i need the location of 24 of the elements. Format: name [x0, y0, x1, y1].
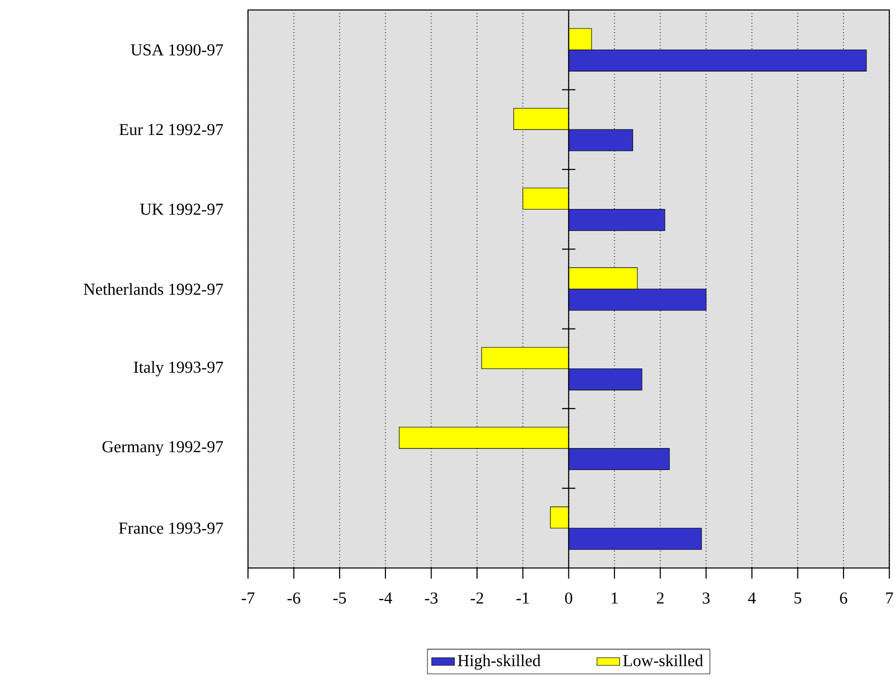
legend-label: Low-skilled: [623, 654, 704, 666]
x-tick-label: 6: [840, 592, 848, 604]
x-tick-label: 2: [656, 592, 664, 604]
y-tick-label: France 1993-97: [118, 522, 224, 534]
x-tick-label: 4: [748, 592, 756, 604]
x-tick-label: -7: [242, 592, 254, 604]
x-tick-label: -2: [470, 592, 484, 604]
x-tick-label: -4: [379, 592, 392, 604]
x-tick-label: 3: [702, 592, 710, 604]
y-tick-label: Netherlands 1992-97: [84, 283, 224, 295]
y-tick-label: Italy 1993-97: [134, 361, 224, 376]
x-tick-label: 1: [612, 592, 618, 604]
y-tick-label: UK 1992-97: [140, 204, 224, 215]
x-tick-label: 0: [565, 592, 572, 604]
y-tick-label: USA 1990-97: [130, 44, 224, 56]
x-tick-label: -5: [333, 592, 346, 604]
y-tick-label: Germany 1992-97: [102, 441, 224, 456]
x-tick-label: -6: [287, 592, 300, 604]
legend-label: High-skilled: [458, 654, 541, 670]
y-tick-label: Eur 12 1992-97: [119, 124, 224, 136]
x-tick-label: 5: [794, 592, 802, 604]
x-tick-label: -1: [516, 592, 529, 604]
x-tick-label: -3: [424, 592, 438, 604]
x-tick-label: 7: [886, 592, 894, 604]
